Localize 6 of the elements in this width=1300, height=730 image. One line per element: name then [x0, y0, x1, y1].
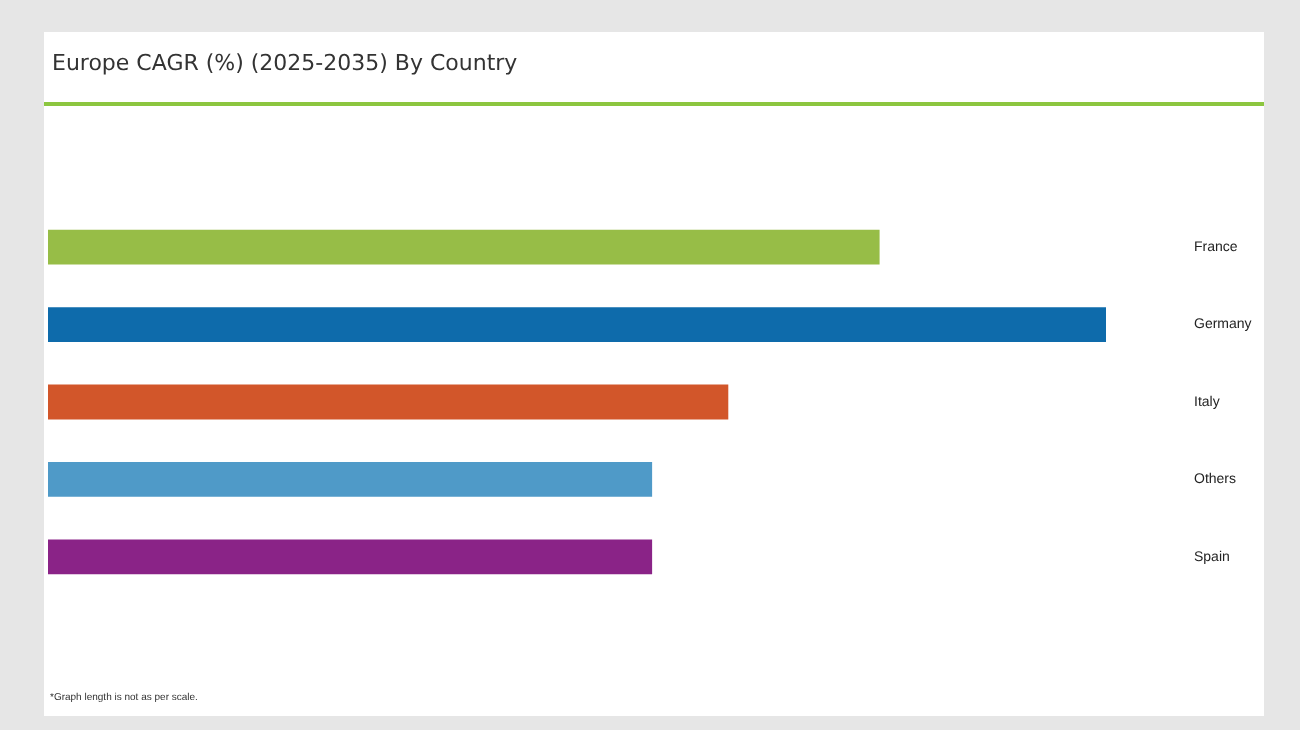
chart-title: Europe CAGR (%) (2025-2035) By Country — [52, 50, 518, 76]
bar — [48, 229, 880, 265]
bar — [48, 539, 653, 575]
bar — [48, 462, 653, 497]
bar — [48, 384, 729, 420]
bar — [48, 307, 1106, 342]
